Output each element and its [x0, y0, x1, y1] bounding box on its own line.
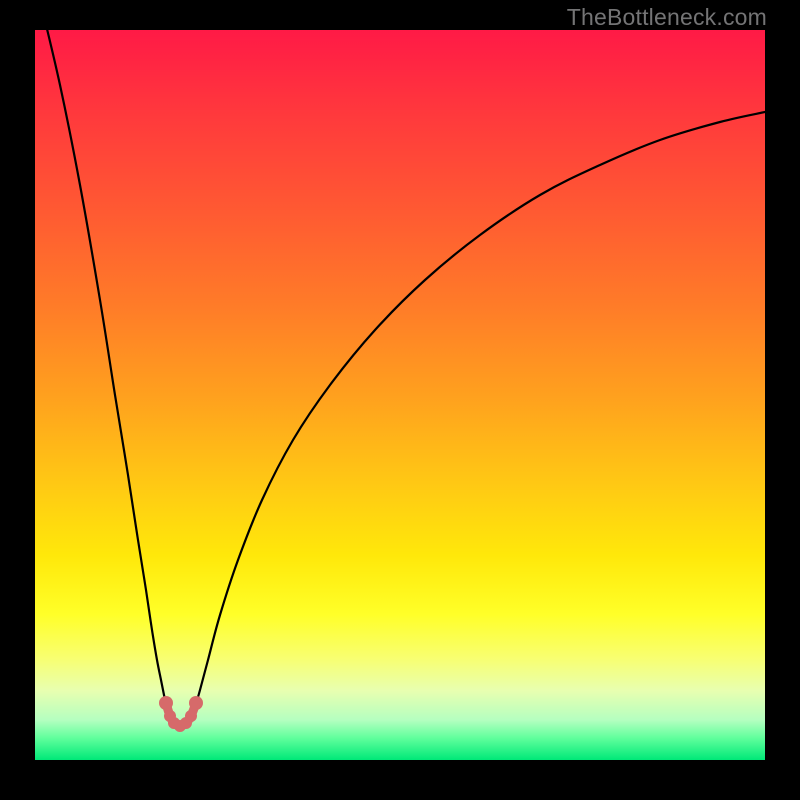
- optimal-point-marker: [189, 696, 203, 710]
- optimal-point-marker: [159, 696, 173, 710]
- plot-gradient-background: [35, 30, 765, 760]
- optimal-point-marker: [185, 710, 197, 722]
- watermark-label: TheBottleneck.com: [567, 4, 767, 31]
- bottleneck-curve-plot: [0, 0, 800, 800]
- chart-stage: TheBottleneck.com: [0, 0, 800, 800]
